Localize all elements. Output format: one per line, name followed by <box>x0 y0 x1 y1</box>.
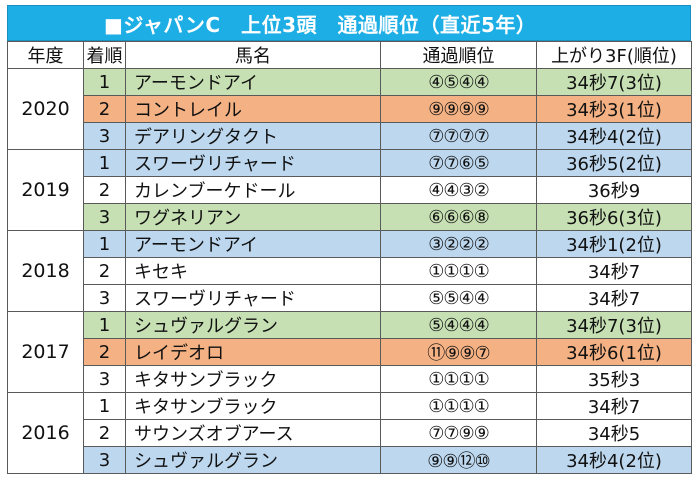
results-table-frame: ■ジャパンC 上位3頭 通過順位（直近5年） 年度 着順 馬名 通過順位 上がり… <box>7 5 692 483</box>
table-row: 2017 1 シュヴァルグラン ⑤④④④ 34秒7(3位) <box>7 311 692 393</box>
passing-cell: ⑥⑥⑥⑧ <box>380 203 537 231</box>
table-row: 2 サウンズオブアース ⑦⑦⑨⑨ 34秒5 <box>8 419 692 447</box>
horse-cell: デアリングタクト <box>125 122 381 150</box>
passing-cell: ⑦⑦⑨⑨ <box>380 419 537 447</box>
rank-cell: 1 <box>83 68 126 96</box>
year-cell: 2020 <box>7 68 84 150</box>
rank-cell: 2 <box>83 176 126 204</box>
header-last3f: 上がり3F(順位) <box>536 41 692 69</box>
year-cell: 2018 <box>7 230 84 312</box>
header-rank: 着順 <box>83 41 126 69</box>
passing-cell: ⑤⑤④④ <box>380 284 537 312</box>
table-row: 2 キセキ ①①①① 34秒7 <box>8 257 692 285</box>
passing-cell: ⑨⑨⑫⑩ <box>380 446 537 474</box>
horse-cell: シュヴァルグラン <box>125 311 381 339</box>
header-horse: 馬名 <box>125 41 381 69</box>
last3f-cell: 34秒5 <box>536 419 692 447</box>
passing-cell: ①①①① <box>380 257 537 285</box>
last3f-cell: 35秒3 <box>536 365 692 393</box>
passing-cell: ①①①① <box>380 392 537 420</box>
passing-cell: ④④③② <box>380 176 537 204</box>
table-row: 2020 1 アーモンドアイ ④⑤④④ 34秒7(3位) <box>7 68 692 150</box>
last3f-cell: 34秒3(1位) <box>536 95 692 123</box>
horse-cell: レイデオロ <box>125 338 381 366</box>
horse-cell: キタサンブラック <box>125 392 381 420</box>
header-passing: 通過順位 <box>380 41 537 69</box>
passing-cell: ⑤④④④ <box>380 311 537 339</box>
table-row: 2 カレンブーケドール ④④③② 36秒9 <box>8 176 692 204</box>
horse-cell: ワグネリアン <box>125 203 381 231</box>
passing-cell: ③②②② <box>380 230 537 258</box>
table-row: 2 コントレイル ⑨⑨⑨⑨ 34秒3(1位) <box>8 95 692 123</box>
horse-cell: サウンズオブアース <box>125 419 381 447</box>
rank-cell: 2 <box>83 338 126 366</box>
last3f-cell: 36秒6(3位) <box>536 203 692 231</box>
rank-cell: 2 <box>83 419 126 447</box>
last3f-cell: 34秒6(1位) <box>536 338 692 366</box>
passing-cell: ⑪⑨⑨⑦ <box>380 338 537 366</box>
last3f-cell: 34秒7(3位) <box>536 311 692 339</box>
horse-cell: シュヴァルグラン <box>125 446 381 474</box>
year-cell: 2017 <box>7 311 84 393</box>
horse-cell: キセキ <box>125 257 381 285</box>
table-row: 2019 1 スワーヴリチャード ⑦⑦⑥⑤ 36秒5(2位) <box>7 149 692 231</box>
last3f-cell: 34秒4(2位) <box>536 446 692 474</box>
passing-cell: ④⑤④④ <box>380 68 537 96</box>
passing-cell: ⑨⑨⑨⑨ <box>380 95 537 123</box>
passing-cell: ①①①① <box>380 365 537 393</box>
horse-cell: キタサンブラック <box>125 365 381 393</box>
last3f-cell: 34秒7(3位) <box>536 68 692 96</box>
rank-cell: 1 <box>83 149 126 177</box>
last3f-cell: 36秒9 <box>536 176 692 204</box>
header-year: 年度 <box>7 41 84 69</box>
table-row: 2018 1 アーモンドアイ ③②②② 34秒1(2位) <box>7 230 692 312</box>
table-row: 2016 1 キタサンブラック ①①①① 34秒7 <box>7 392 692 474</box>
table-row: 3 キタサンブラック ①①①① 35秒3 <box>8 365 692 393</box>
last3f-cell: 34秒7 <box>536 284 692 312</box>
passing-cell: ⑦⑦⑥⑤ <box>380 149 537 177</box>
header-row: 年度 着順 馬名 通過順位 上がり3F(順位) <box>7 41 692 69</box>
horse-cell: コントレイル <box>125 95 381 123</box>
rank-cell: 1 <box>83 230 126 258</box>
rank-cell: 3 <box>83 365 126 393</box>
passing-cell: ⑦⑦⑦⑦ <box>380 122 537 150</box>
last3f-cell: 36秒5(2位) <box>536 149 692 177</box>
rank-cell: 1 <box>83 311 126 339</box>
table-row: 3 デアリングタクト ⑦⑦⑦⑦ 34秒4(2位) <box>8 122 692 150</box>
table-row: 3 スワーヴリチャード ⑤⑤④④ 34秒7 <box>8 284 692 312</box>
results-table: 年度 着順 馬名 通過順位 上がり3F(順位) 2020 1 アーモンドアイ ④… <box>7 41 692 474</box>
last3f-cell: 34秒7 <box>536 257 692 285</box>
last3f-cell: 34秒7 <box>536 392 692 420</box>
table-title: ■ジャパンC 上位3頭 通過順位（直近5年） <box>7 5 691 41</box>
rank-cell: 1 <box>83 392 126 420</box>
horse-cell: アーモンドアイ <box>125 68 381 96</box>
year-cell: 2016 <box>7 392 84 474</box>
rank-cell: 3 <box>83 122 126 150</box>
rank-cell: 2 <box>83 95 126 123</box>
year-cell: 2019 <box>7 149 84 231</box>
horse-cell: スワーヴリチャード <box>125 149 381 177</box>
last3f-cell: 34秒1(2位) <box>536 230 692 258</box>
last3f-cell: 34秒4(2位) <box>536 122 692 150</box>
horse-cell: アーモンドアイ <box>125 230 381 258</box>
rank-cell: 2 <box>83 257 126 285</box>
rank-cell: 3 <box>83 203 126 231</box>
horse-cell: カレンブーケドール <box>125 176 381 204</box>
rank-cell: 3 <box>83 284 126 312</box>
rank-cell: 3 <box>83 446 126 474</box>
table-row: 2 レイデオロ ⑪⑨⑨⑦ 34秒6(1位) <box>8 338 692 366</box>
table-row: 3 ワグネリアン ⑥⑥⑥⑧ 36秒6(3位) <box>8 203 692 231</box>
results-body: 2020 1 アーモンドアイ ④⑤④④ 34秒7(3位) 2 コントレイル ⑨⑨… <box>7 68 692 474</box>
horse-cell: スワーヴリチャード <box>125 284 381 312</box>
table-row: 3 シュヴァルグラン ⑨⑨⑫⑩ 34秒4(2位) <box>8 446 692 474</box>
